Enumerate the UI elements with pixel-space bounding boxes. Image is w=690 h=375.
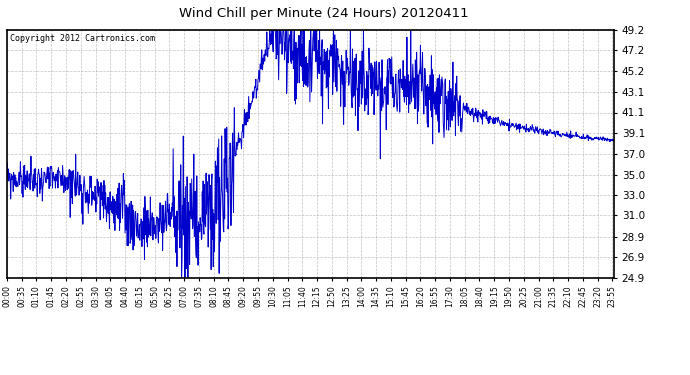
- Text: Wind Chill per Minute (24 Hours) 20120411: Wind Chill per Minute (24 Hours) 2012041…: [179, 8, 469, 21]
- Text: Copyright 2012 Cartronics.com: Copyright 2012 Cartronics.com: [10, 34, 155, 43]
